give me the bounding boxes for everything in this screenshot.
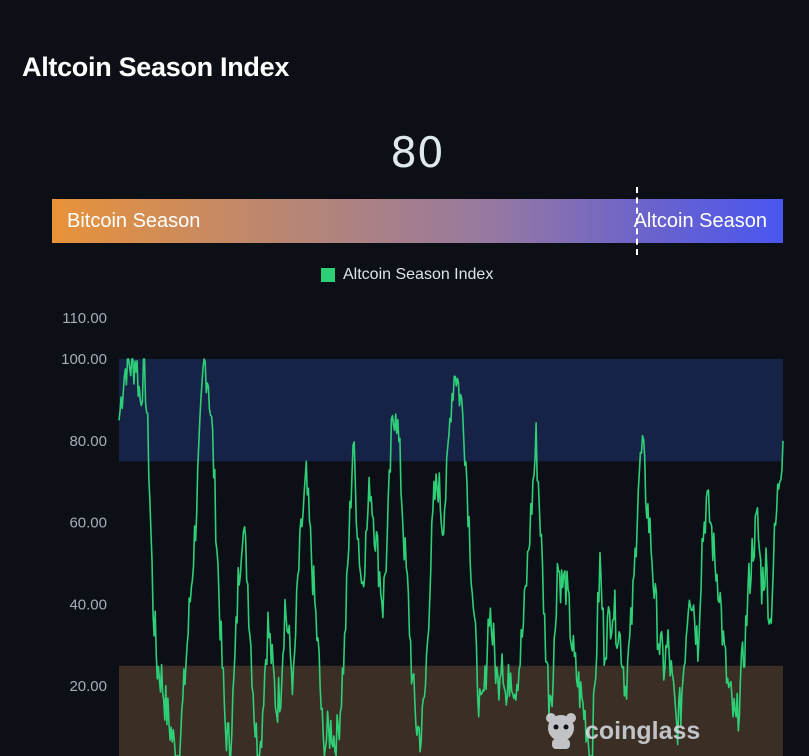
y-tick-label: 20.00 (69, 678, 107, 695)
gauge-marker (636, 187, 638, 255)
y-tick-label: 60.00 (69, 515, 107, 532)
y-tick-label: 40.00 (69, 596, 107, 613)
season-gauge-bar: Bitcoin Season Altcoin Season (52, 187, 783, 255)
altcoin-season-label: Altcoin Season (633, 210, 767, 232)
legend-label: Altcoin Season Index (343, 266, 494, 283)
bitcoin-season-label: Bitcoin Season (67, 210, 201, 232)
y-tick-label: 100.00 (61, 351, 107, 368)
y-tick-label: 110.00 (62, 310, 107, 327)
coinglass-logo-icon (546, 713, 576, 749)
y-tick-label: 80.00 (69, 433, 107, 450)
page-title: Altcoin Season Index (22, 52, 290, 82)
gauge-value: 80 (390, 128, 444, 177)
chart-legend[interactable]: Altcoin Season Index (321, 266, 493, 284)
watermark-text: coinglass (585, 716, 701, 745)
legend-swatch (321, 268, 335, 282)
series-line-altcoin-season-index (118, 358, 784, 756)
coinglass-watermark: coinglass (543, 712, 700, 750)
